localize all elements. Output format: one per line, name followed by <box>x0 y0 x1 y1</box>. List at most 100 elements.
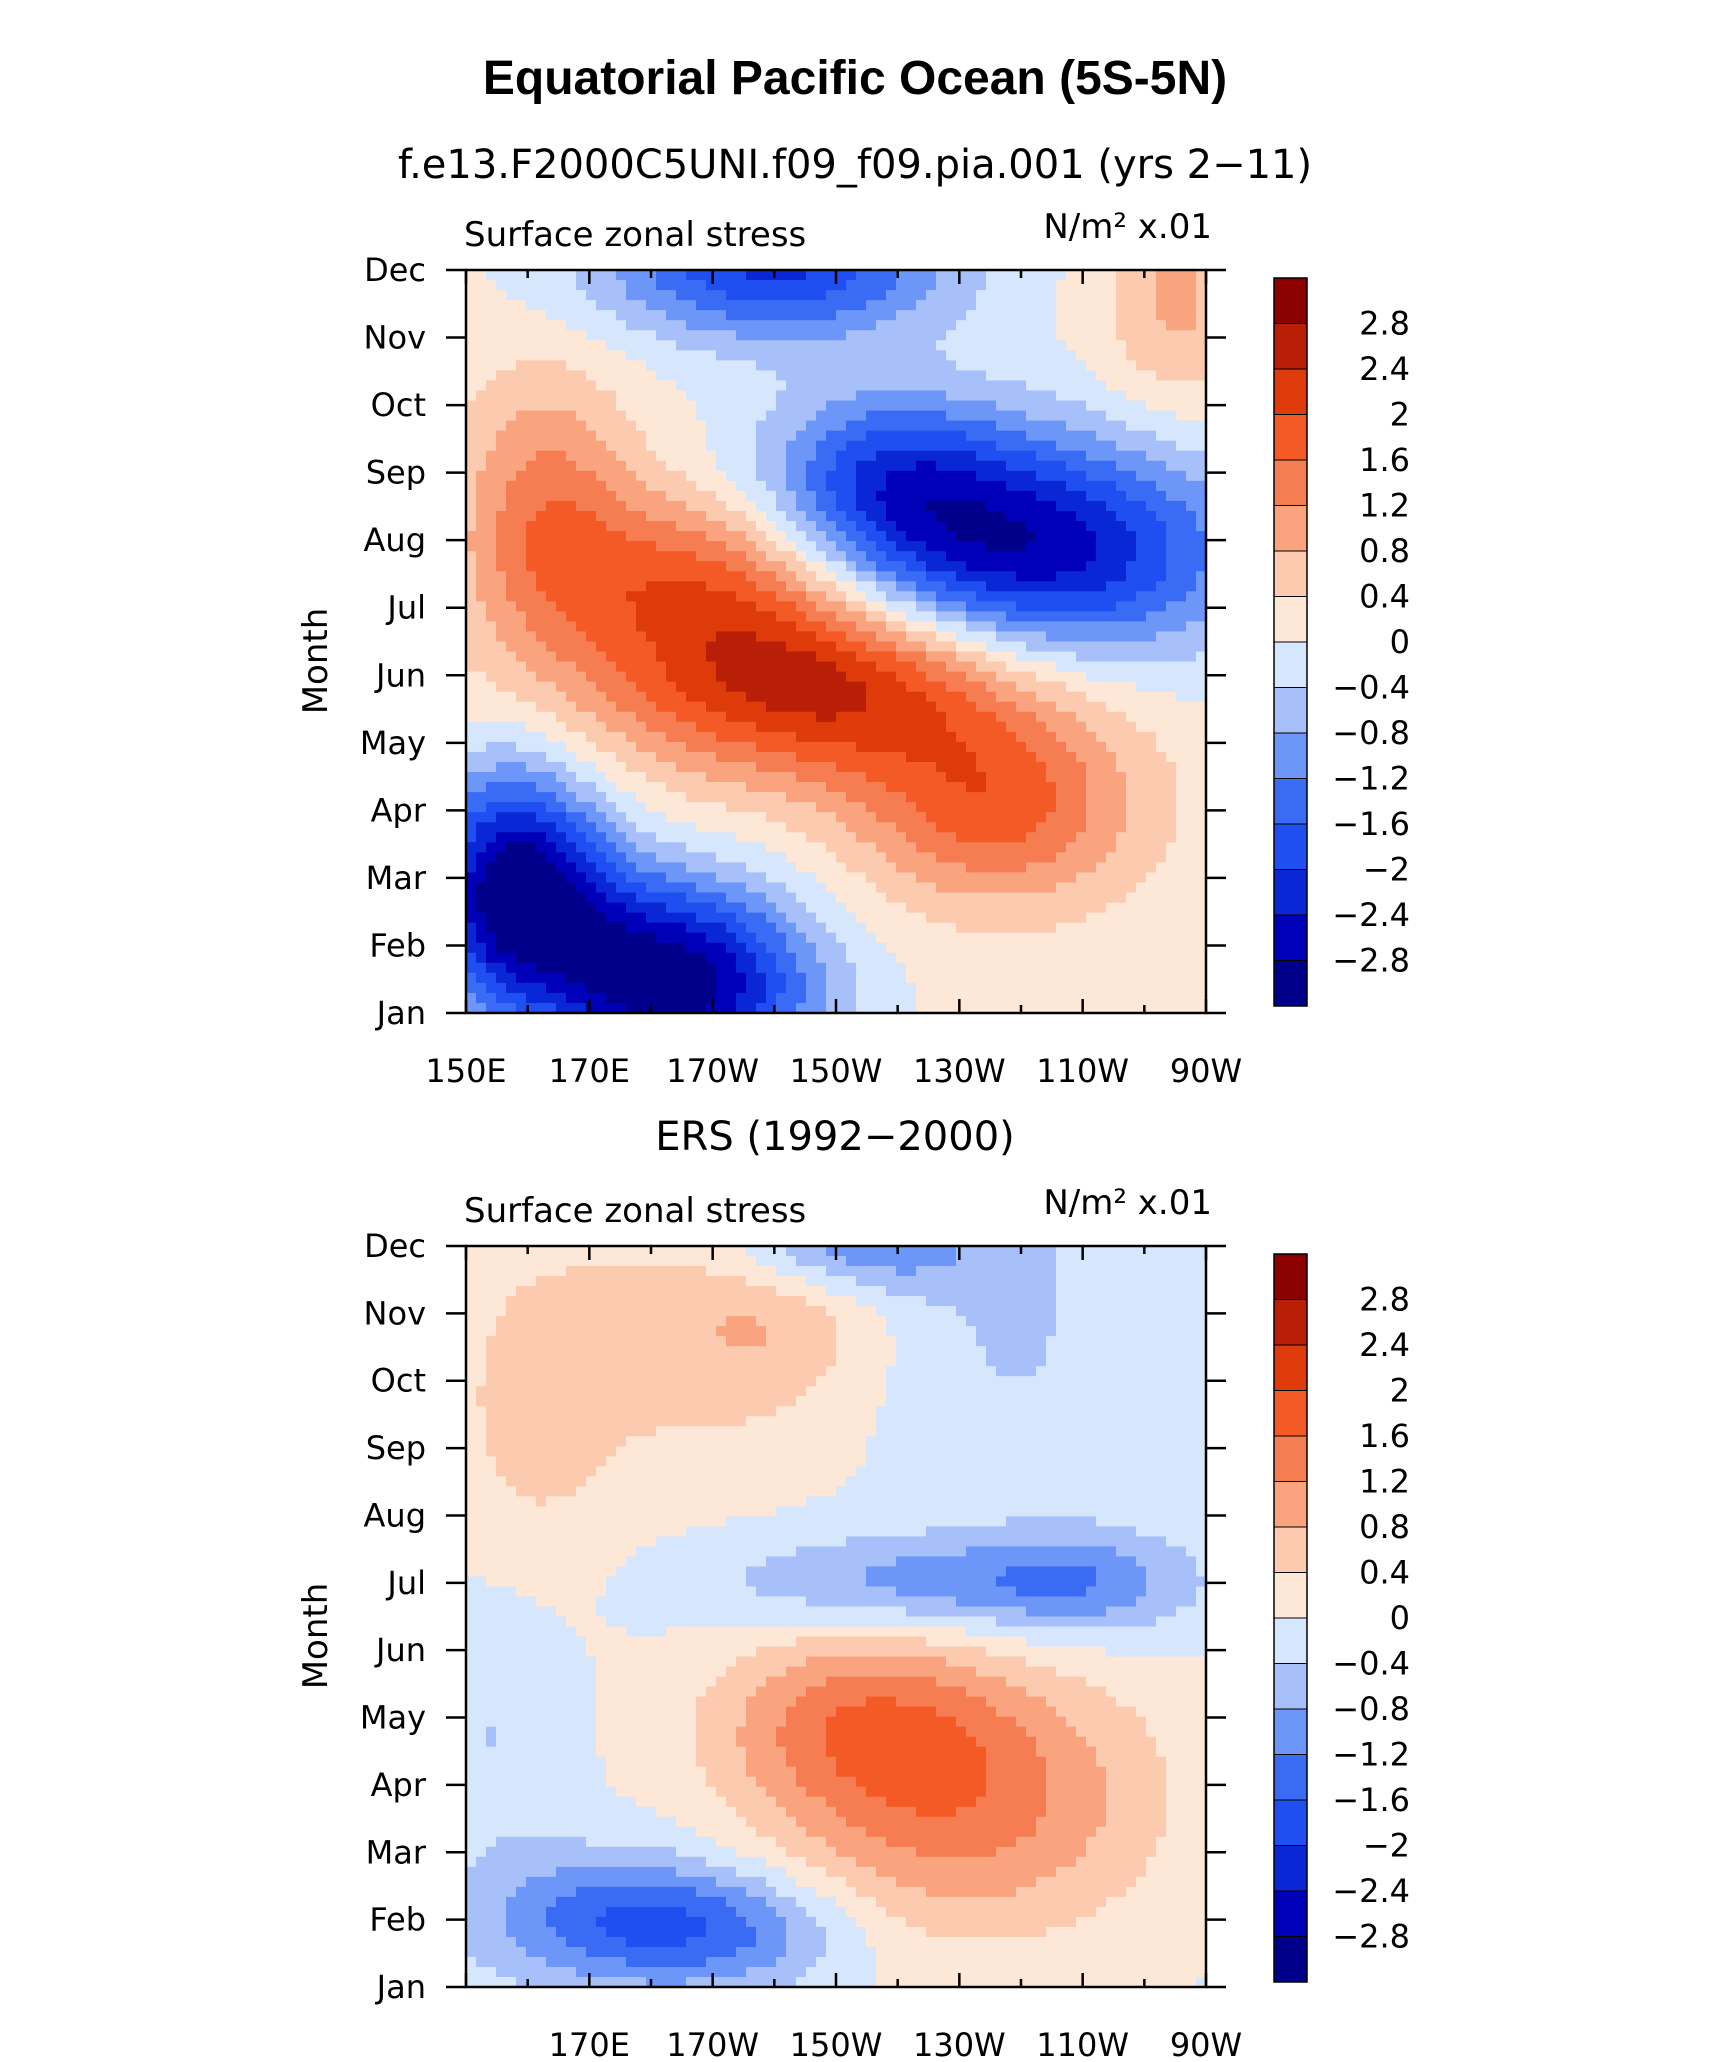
contour-cell <box>846 270 857 281</box>
contour-cell <box>866 711 877 723</box>
contour-cell <box>746 792 757 803</box>
contour-cell <box>606 551 617 562</box>
contour-cell <box>796 862 807 874</box>
contour-cell <box>806 641 817 653</box>
contour-cell <box>696 581 707 592</box>
contour-cell <box>636 842 647 853</box>
contour-cell <box>816 300 827 311</box>
contour-cell <box>716 360 727 371</box>
contour-cell <box>1016 420 1027 432</box>
contour-cell <box>756 701 767 713</box>
contour-cell <box>1076 611 1087 623</box>
contour-cell <box>696 832 707 843</box>
contour-cell <box>746 541 757 552</box>
contour-cell <box>676 500 687 512</box>
contour-cell <box>826 390 837 402</box>
contour-cell <box>496 892 507 904</box>
contour-cell <box>746 641 757 653</box>
contour-cell <box>1046 761 1057 773</box>
contour-cell <box>806 882 817 894</box>
contour-cell <box>836 982 847 994</box>
contour-cell <box>1006 932 1017 944</box>
contour-cell <box>666 531 677 542</box>
contour-cell <box>906 521 917 532</box>
contour-cell <box>526 992 537 1004</box>
contour-cell <box>656 731 667 743</box>
contour-cell <box>646 721 657 733</box>
contour-cell <box>676 761 687 773</box>
contour-cell <box>676 390 687 402</box>
contour-cell <box>1046 541 1057 552</box>
contour-cell <box>566 340 577 351</box>
contour-cell <box>496 360 507 371</box>
contour-cell <box>496 661 507 673</box>
contour-cell <box>786 440 797 452</box>
contour-cell <box>1086 812 1097 823</box>
contour-cell <box>886 1002 897 1014</box>
contour-cell <box>1026 741 1037 753</box>
contour-cell <box>516 701 527 713</box>
contour-cell <box>846 902 857 914</box>
contour-cell <box>546 922 557 934</box>
contour-cell <box>1016 962 1027 974</box>
contour-cell <box>1056 952 1067 964</box>
contour-cell <box>986 320 997 331</box>
contour-cell <box>696 942 707 954</box>
contour-cell <box>766 581 777 592</box>
contour-cell <box>566 350 577 361</box>
contour-cell <box>746 370 757 382</box>
contour-cell <box>496 490 507 502</box>
contour-cell <box>1046 962 1057 974</box>
contour-cell <box>816 741 827 753</box>
contour-cell <box>486 490 497 502</box>
contour-cell <box>1126 792 1137 803</box>
contour-cell <box>806 792 817 803</box>
contour-cell <box>876 440 887 452</box>
contour-cell <box>916 601 927 612</box>
contour-cell <box>906 782 917 793</box>
contour-cell <box>896 290 907 301</box>
contour-cell <box>1066 832 1077 843</box>
contour-cell <box>756 772 767 783</box>
contour-cell <box>516 531 527 542</box>
contour-cell <box>846 721 857 733</box>
contour-cell <box>846 1002 857 1014</box>
contour-cell <box>866 320 877 331</box>
contour-cell <box>596 691 607 703</box>
contour-cell <box>956 671 967 683</box>
contour-cell <box>1116 992 1127 1004</box>
contour-cell <box>1076 460 1087 472</box>
contour-cell <box>946 761 957 773</box>
contour-cell <box>506 882 517 894</box>
contour-cell <box>546 300 557 311</box>
contour-cell <box>996 691 1007 703</box>
contour-cell <box>956 601 967 612</box>
contour-cell <box>1096 400 1107 412</box>
contour-cell <box>806 671 817 683</box>
contour-cell <box>836 802 847 813</box>
contour-cell <box>1126 500 1137 512</box>
contour-cell <box>1026 450 1037 462</box>
contour-cell <box>1066 330 1077 341</box>
contour-cell <box>1026 862 1037 874</box>
contour-cell <box>1096 852 1107 863</box>
contour-cell <box>1076 721 1087 733</box>
contour-cell <box>496 390 507 402</box>
contour-cell <box>1056 561 1067 572</box>
contour-cell <box>1106 772 1117 783</box>
contour-cell <box>516 360 527 371</box>
contour-cell <box>576 430 587 442</box>
contour-cell <box>1076 330 1087 341</box>
contour-cell <box>1046 430 1057 442</box>
contour-cell <box>976 842 987 853</box>
contour-cell <box>676 671 687 683</box>
contour-cell <box>916 741 927 753</box>
contour-cell <box>476 822 487 833</box>
contour-cell <box>796 410 807 422</box>
contour-cell <box>816 420 827 432</box>
contour-cell <box>636 902 647 914</box>
contour-cell <box>626 551 637 562</box>
contour-cell <box>1086 430 1097 442</box>
contour-cell <box>1006 691 1017 703</box>
contour-cell <box>666 661 677 673</box>
